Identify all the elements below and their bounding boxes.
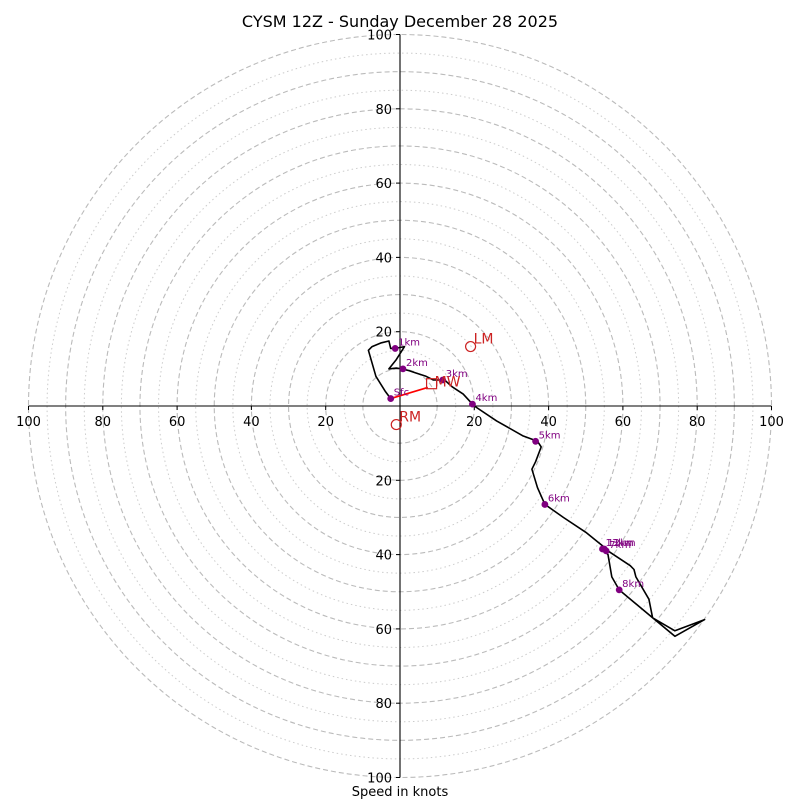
x-tick-label: 20 [317,415,334,430]
height-marker-label: 12km [607,538,635,549]
x-tick-label: 60 [615,415,632,430]
y-tick-label: 40 [375,549,392,564]
chart-title: CYSM 12Z - Sunday December 28 2025 [242,12,558,31]
y-tick-label: 20 [375,326,392,341]
height-marker-dot [615,586,623,594]
height-marker-label: 5km [539,430,561,441]
storm-motion-markers: MW LM RM [390,332,494,431]
height-marker-label: 6km [548,493,570,504]
height-marker-label: 13km [605,538,633,549]
height-marker-label: Sfc [394,388,409,399]
y-tick-label: 60 [375,177,392,192]
shear-vector-line [390,386,429,400]
x-tick-label: 40 [243,415,260,430]
x-tick-label: 40 [540,415,557,430]
y-tick-label: 40 [375,251,392,266]
y-tick-label: 100 [367,772,392,787]
mean-wind-square [425,378,438,390]
x-tick-label: 60 [169,415,186,430]
tick-labels: 100 80 60 40 20 20 40 60 80 100 100 80 60 40 20 20 40 60 8… [16,29,784,787]
height-marker-label: 4km [475,393,497,404]
x-tick-label: 20 [466,415,483,430]
right-mover-circle [390,418,402,431]
axes [28,34,772,778]
y-tick-label: 80 [375,697,392,712]
mean-wind-label: MW [435,375,461,391]
x-tick-label: 100 [16,415,41,430]
left-mover-label: LM [474,332,494,348]
height-marker-dot [599,545,606,553]
right-mover-label: RM [399,410,421,426]
hodograph-series [367,340,706,638]
height-marker-dot [439,376,447,384]
height-marker-dot [469,400,476,408]
y-tick-label: 20 [375,474,392,489]
height-marker-dot [541,501,549,508]
x-tick-label: 80 [95,415,112,430]
height-marker-label: 3km [446,369,468,380]
y-tick-label: 80 [375,103,392,118]
height-marker-dot [387,395,395,402]
y-tick-label: 100 [367,29,392,44]
x-tick-label: 100 [759,415,784,430]
y-tick-label: 60 [375,623,392,638]
height-marker-dot [532,437,539,445]
height-marker-label: 8km [622,579,644,590]
height-marker-label: 7km [609,540,631,551]
left-mover-circle [464,340,477,353]
height-marker-dot [399,365,407,373]
x-axis-label: Speed in knots [352,785,449,800]
height-marker-label: 2km [406,358,428,369]
height-marker-label: 1km [398,337,420,348]
hodograph-line [367,340,706,638]
x-tick-label: 80 [689,415,706,430]
height-marker-dot [391,345,399,352]
